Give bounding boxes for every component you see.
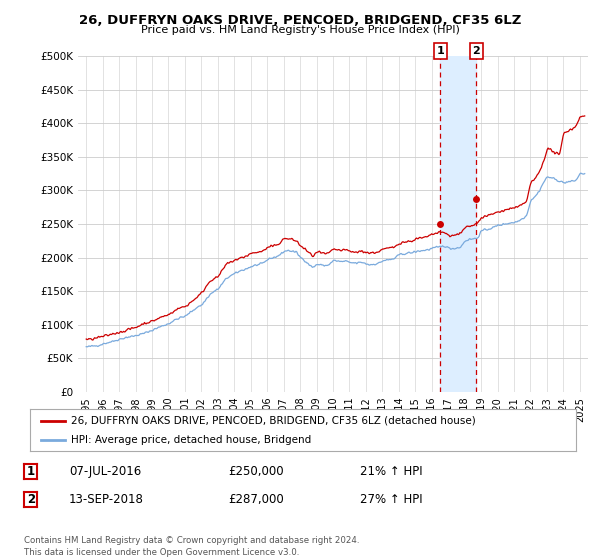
- Text: 26, DUFFRYN OAKS DRIVE, PENCOED, BRIDGEND, CF35 6LZ: 26, DUFFRYN OAKS DRIVE, PENCOED, BRIDGEN…: [79, 14, 521, 27]
- Text: 2: 2: [472, 46, 480, 56]
- Text: Contains HM Land Registry data © Crown copyright and database right 2024.
This d: Contains HM Land Registry data © Crown c…: [24, 536, 359, 557]
- Text: 1: 1: [26, 465, 35, 478]
- Text: 21% ↑ HPI: 21% ↑ HPI: [360, 465, 422, 478]
- Text: 13-SEP-2018: 13-SEP-2018: [69, 493, 144, 506]
- Text: £287,000: £287,000: [228, 493, 284, 506]
- Text: 07-JUL-2016: 07-JUL-2016: [69, 465, 141, 478]
- Text: Price paid vs. HM Land Registry's House Price Index (HPI): Price paid vs. HM Land Registry's House …: [140, 25, 460, 35]
- Text: £250,000: £250,000: [228, 465, 284, 478]
- Text: 27% ↑ HPI: 27% ↑ HPI: [360, 493, 422, 506]
- Text: 1: 1: [436, 46, 444, 56]
- Bar: [440, 56, 476, 392]
- Text: 26, DUFFRYN OAKS DRIVE, PENCOED, BRIDGEND, CF35 6LZ (detached house): 26, DUFFRYN OAKS DRIVE, PENCOED, BRIDGEN…: [71, 416, 476, 426]
- Text: 2: 2: [26, 493, 35, 506]
- Text: HPI: Average price, detached house, Bridgend: HPI: Average price, detached house, Brid…: [71, 435, 311, 445]
